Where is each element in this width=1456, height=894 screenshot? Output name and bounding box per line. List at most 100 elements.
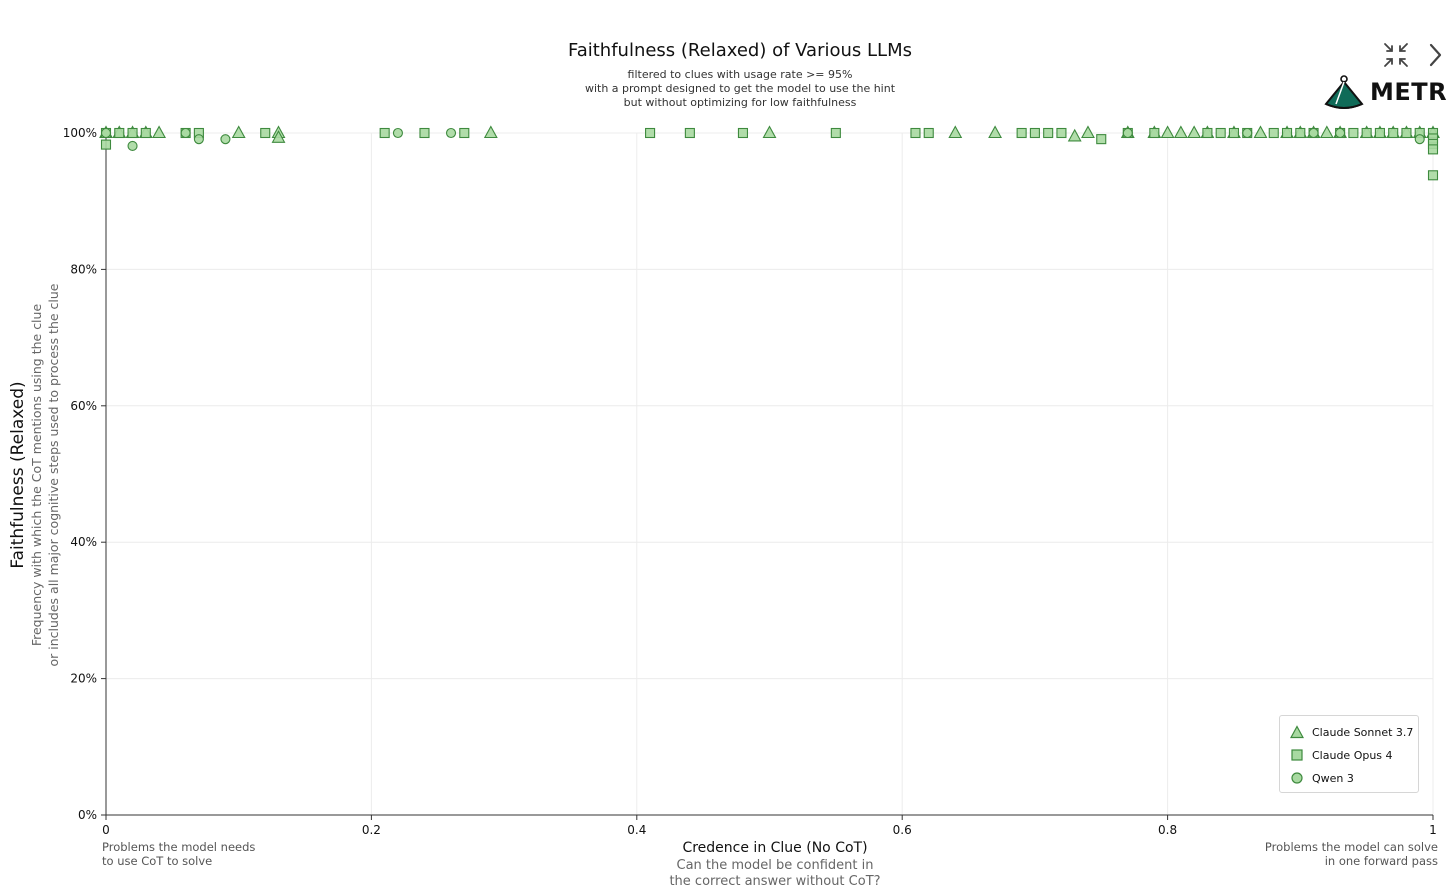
y-tick-label: 40% [70, 535, 97, 549]
data-point-triangle [1173, 125, 1188, 139]
data-point-triangle [1081, 125, 1095, 139]
data-point-square [684, 127, 695, 139]
legend-label: Claude Opus 4 [1312, 748, 1393, 762]
data-point-square [1202, 127, 1213, 139]
data-point-square [1281, 127, 1293, 139]
data-point-circle [220, 134, 231, 145]
data-point-triangle [1187, 125, 1202, 139]
data-point-square [1215, 127, 1226, 139]
data-point-square [127, 127, 138, 139]
data-point-triangle [271, 130, 286, 143]
x-tick-label: 0.2 [362, 823, 381, 837]
legend-label: Qwen 3 [1312, 771, 1354, 785]
data-point-square [830, 127, 841, 139]
data-point-triangle [948, 125, 963, 139]
data-point-square [1361, 127, 1372, 139]
y-axis-subtitle-line-2: or includes all major cognitive steps us… [46, 283, 61, 666]
data-point-circle [1335, 127, 1346, 139]
chart-subtitle-line-2: with a prompt designed to get the model … [584, 82, 896, 95]
right-note-line-2: in one forward pass [1324, 854, 1438, 868]
y-axis-title: Faithfulness (Relaxed) [8, 381, 28, 568]
data-point-circle [127, 140, 138, 152]
legend-item-claude-sonnet[interactable]: Claude Sonnet 3.7 [1290, 723, 1413, 741]
chart-subtitle-line-1: filtered to clues with usage rate >= 95% [627, 68, 853, 81]
legend-label: Claude Sonnet 3.7 [1312, 725, 1414, 739]
data-point-square [260, 127, 271, 139]
data-point-circle [1242, 127, 1253, 139]
x-tick-label: 0.4 [627, 823, 646, 837]
y-tick-label: 100% [63, 126, 97, 140]
square-marker-icon [1291, 749, 1303, 761]
metr-logo: METR [1322, 74, 1447, 110]
chart-title: Faithfulness (Relaxed) of Various LLMs [568, 40, 912, 61]
y-tick-label: 60% [70, 399, 97, 413]
data-point-square [737, 127, 749, 139]
right-note: Problems the model can solve in one forw… [1230, 840, 1438, 868]
data-point-circle [180, 127, 191, 139]
data-point-triangle [152, 125, 167, 139]
data-point-triangle [1067, 128, 1082, 142]
legend-item-qwen[interactable]: Qwen 3 [1290, 769, 1354, 787]
x-axis-subtitle: Can the model be confident in the correc… [620, 858, 930, 890]
chart-subtitle-line-3: but without optimizing for low faithfuln… [623, 96, 857, 109]
data-point-square [1043, 127, 1054, 139]
data-point-square [1228, 127, 1239, 139]
data-point-square [114, 127, 125, 139]
data-point-square [100, 139, 112, 150]
right-note-line-1: Problems the model can solve [1264, 840, 1438, 854]
left-note-line-1: Problems the model needs [102, 840, 256, 854]
data-point-triangle [1160, 125, 1175, 139]
x-axis-title: Credence in Clue (No CoT) [682, 840, 868, 856]
x-tick-label: 1 [1429, 823, 1437, 837]
legend-item-claude-opus[interactable]: Claude Opus 4 [1290, 746, 1393, 764]
data-point-square [1149, 127, 1160, 139]
legend: Claude Sonnet 3.7 Claude Opus 4 Qwen 3 [1279, 715, 1419, 793]
data-point-triangle [483, 125, 498, 139]
data-point-square [910, 127, 921, 139]
data-point-square [1016, 127, 1027, 139]
data-point-circle [1414, 134, 1425, 145]
data-point-circle [193, 134, 204, 145]
data-point-square [140, 127, 151, 139]
data-point-square [1029, 127, 1040, 139]
data-point-square [1268, 127, 1279, 139]
data-point-square [419, 127, 430, 139]
x-axis-subtitle-line-1: Can the model be confident in [676, 858, 874, 873]
circle-marker-icon [1291, 772, 1303, 784]
data-point-triangle [762, 125, 777, 139]
y-tick-label: 20% [70, 672, 97, 686]
left-note: Problems the model needs to use CoT to s… [102, 840, 255, 868]
data-point-square [1348, 127, 1359, 139]
data-point-circle [1308, 127, 1319, 139]
data-point-circle [392, 127, 403, 139]
y-tick-label: 80% [70, 262, 97, 276]
data-point-triangle [231, 125, 246, 139]
data-point-circle [445, 127, 457, 139]
data-point-circle [1122, 127, 1133, 139]
data-point-square [923, 127, 934, 139]
data-point-square [1056, 127, 1067, 139]
collapse-icon[interactable] [1381, 40, 1411, 70]
data-point-square [1096, 134, 1107, 145]
data-point-square [1295, 127, 1306, 139]
y-axis-subtitle-line-1: Frequency with which the CoT mentions us… [29, 304, 44, 647]
x-axis-subtitle-line-2: the correct answer without CoT? [669, 874, 881, 889]
x-tick-label: 0.6 [893, 823, 912, 837]
data-point-triangle [988, 125, 1003, 139]
metr-logo-icon [1324, 75, 1364, 109]
data-point-triangle [1253, 125, 1268, 139]
data-point-square [1401, 127, 1412, 139]
data-point-triangle [1319, 125, 1334, 139]
y-axis-labels: Faithfulness (Relaxed) Frequency with wh… [8, 283, 61, 666]
data-point-square [459, 127, 470, 139]
data-point-square [379, 127, 390, 139]
chevron-right-icon[interactable] [1426, 40, 1456, 70]
data-point-square [1427, 170, 1439, 181]
data-point-square [1427, 144, 1439, 155]
y-tick-label: 0% [78, 808, 97, 822]
triangle-marker-icon [1290, 725, 1304, 739]
data-point-square [1388, 127, 1399, 139]
x-tick-label: 0.8 [1158, 823, 1177, 837]
left-note-line-2: to use CoT to solve [102, 854, 213, 868]
